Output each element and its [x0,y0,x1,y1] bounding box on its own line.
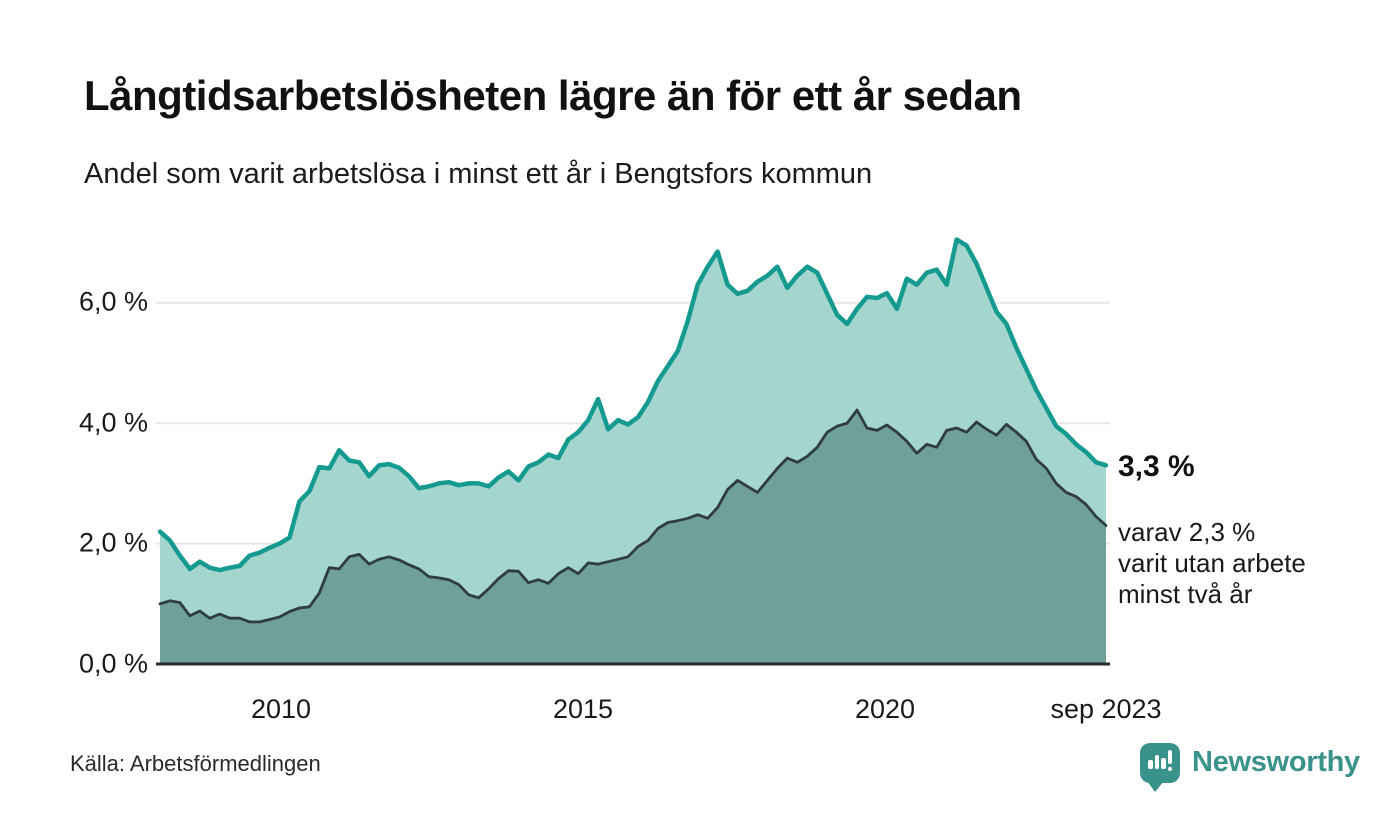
page-subtitle: Andel som varit arbetslösa i minst ett å… [84,158,873,190]
x-tick-sep-2023: sep 2023 [1050,694,1162,724]
y-tick-4: 4,0 % [78,407,148,438]
logo-exclamation-icon [1167,750,1172,764]
series-subset-line [158,408,1108,624]
logo-bar-icon [1161,758,1166,769]
series-subset-area [160,410,1106,664]
logo-exclamation-dot-icon [1167,766,1172,771]
x-tick-2015: 2015 [552,694,614,724]
series-total-line [157,237,1109,573]
brand-name: Newsworthy [1192,746,1360,778]
logo-bar-icon [1148,760,1153,769]
subset-label-line-3: minst två år [1118,579,1253,609]
y-tick-0: 0,0 % [78,648,148,679]
subset-value-label: varav 2,3 % varit utan arbete minst två … [1118,517,1306,610]
subset-label-line-1: varav 2,3 % [1118,517,1256,547]
logo-bar-icon [1154,755,1159,769]
newsworthy-logo-icon [1140,743,1180,792]
x-tick-2020: 2020 [854,694,916,724]
source-attribution: Källa: Arbetsförmedlingen [70,751,321,776]
y-tick-6: 6,0 % [78,286,148,317]
x-tick-2010: 2010 [250,694,312,724]
page-title: Långtidsarbetslösheten lägre än för ett … [84,72,1022,119]
latest-value-label: 3,3 % [1118,450,1195,483]
subset-label-line-2: varit utan arbete [1118,548,1306,578]
y-tick-2: 2,0 % [78,527,148,558]
